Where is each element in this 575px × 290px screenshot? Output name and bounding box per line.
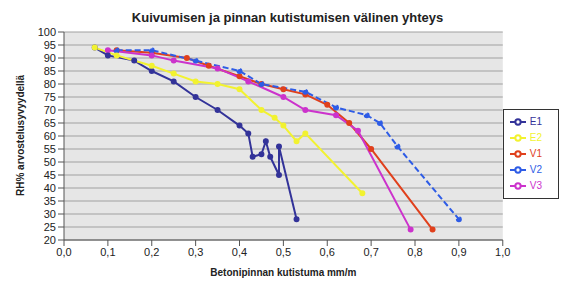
svg-text:0,4: 0,4 [232,246,247,258]
svg-text:0,2: 0,2 [144,246,159,258]
svg-text:25: 25 [44,221,56,233]
svg-text:Betonipinnan kutistuma mm/m: Betonipinnan kutistuma mm/m [210,267,356,278]
html-text:Kuivumisen ja pinnan kutistumi: Kuivumisen ja pinnan kutistumisen väline… [131,10,444,25]
svg-text:75: 75 [44,91,56,103]
svg-text:60: 60 [44,130,56,142]
svg-text:RH% arvostelusyvyydellä: RH% arvostelusyvyydellä [15,74,26,196]
svg-text:80: 80 [44,78,56,90]
svg-text:0,3: 0,3 [188,246,203,258]
svg-text:90: 90 [44,52,56,64]
svg-text:45: 45 [44,169,56,181]
html-text:E1: E1 [529,115,542,127]
svg-text:0,5: 0,5 [276,246,291,258]
svg-text:70: 70 [44,104,56,116]
svg-text:0,0: 0,0 [56,246,71,258]
html-text:V1: V1 [529,147,542,159]
svg-text:0,6: 0,6 [320,246,335,258]
html-text:V3: V3 [529,179,542,191]
html-text:E2: E2 [529,131,542,143]
svg-text:40: 40 [44,182,56,194]
svg-text:95: 95 [44,39,56,51]
svg-text:50: 50 [44,156,56,168]
svg-text:20: 20 [44,234,56,246]
svg-text:65: 65 [44,117,56,129]
svg-text:1,0: 1,0 [495,246,510,258]
svg-text:0,9: 0,9 [451,246,466,258]
svg-text:0,7: 0,7 [363,246,378,258]
svg-text:0,1: 0,1 [100,246,115,258]
svg-text:55: 55 [44,143,56,155]
svg-text:30: 30 [44,208,56,220]
svg-text:0,8: 0,8 [407,246,422,258]
html-text:V2: V2 [529,163,542,175]
svg-text:35: 35 [44,195,56,207]
svg-text:100: 100 [38,28,56,38]
svg-text:85: 85 [44,65,56,77]
